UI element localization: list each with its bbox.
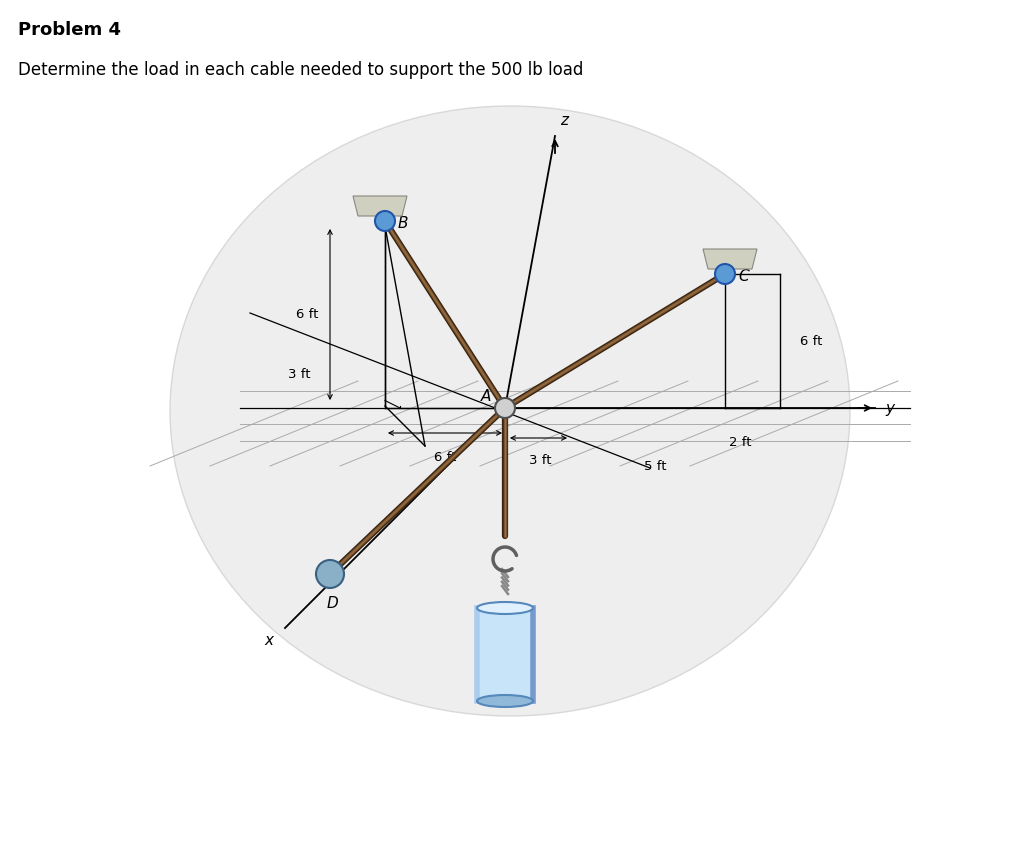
Polygon shape (703, 249, 757, 269)
Text: y: y (885, 400, 894, 415)
Ellipse shape (477, 695, 533, 707)
Ellipse shape (477, 602, 533, 614)
Text: 3 ft: 3 ft (287, 367, 310, 381)
Circle shape (495, 398, 515, 418)
Text: x: x (264, 633, 273, 648)
Text: 6 ft: 6 ft (800, 334, 823, 348)
Text: 3 ft: 3 ft (528, 454, 552, 467)
Text: 6 ft: 6 ft (434, 451, 456, 464)
Text: 6 ft: 6 ft (295, 308, 318, 321)
Ellipse shape (170, 106, 850, 716)
Text: 5 ft: 5 ft (643, 460, 666, 473)
Text: 2 ft: 2 ft (729, 436, 751, 449)
Text: B: B (398, 216, 408, 230)
Circle shape (375, 211, 395, 231)
Polygon shape (353, 196, 407, 216)
Text: z: z (560, 113, 568, 128)
Text: C: C (738, 268, 748, 283)
Text: Determine the load in each cable needed to support the 500 lb load: Determine the load in each cable needed … (18, 61, 583, 79)
Circle shape (316, 560, 344, 588)
Text: A: A (480, 389, 491, 404)
Polygon shape (477, 608, 533, 701)
Text: Problem 4: Problem 4 (18, 21, 121, 39)
Text: D: D (326, 596, 338, 611)
Circle shape (715, 264, 735, 284)
